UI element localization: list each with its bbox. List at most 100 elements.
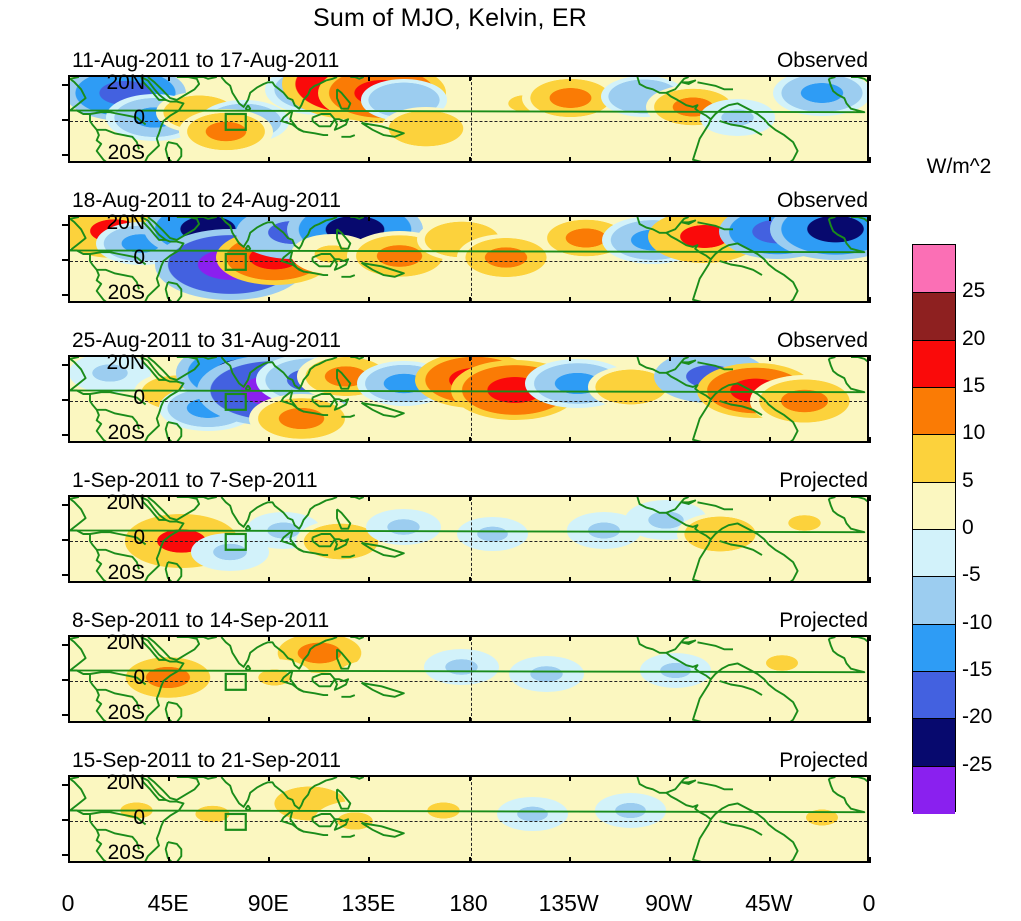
y-axis-tick-mark xyxy=(62,783,70,786)
x-axis-tick-mark xyxy=(68,717,70,723)
x-axis-tick-mark xyxy=(268,577,271,583)
reference-box xyxy=(224,252,247,271)
map-plot-area[interactable] xyxy=(68,635,869,723)
colorbar[interactable] xyxy=(912,244,956,814)
x-axis-tick-mark xyxy=(568,437,571,443)
x-axis-tick-mark xyxy=(368,75,371,81)
y-axis-tick-mark xyxy=(62,539,70,541)
colorbar-tick-label: 0 xyxy=(962,516,974,539)
y-axis-tick-mark xyxy=(62,854,70,857)
x-axis-tick-mark xyxy=(568,717,571,723)
x-axis-tick-mark xyxy=(768,577,771,583)
colorbar-tick-label: 5 xyxy=(962,468,974,492)
x-axis-tick-mark xyxy=(168,75,171,81)
map-panel: 18-Aug-2011 to 24-Aug-2011 Observed xyxy=(0,189,900,303)
x-axis-tick-mark xyxy=(869,495,871,501)
map-plot-area[interactable] xyxy=(68,775,869,863)
x-axis-tick-mark xyxy=(668,75,671,81)
x-axis-tick-mark xyxy=(869,297,871,303)
x-axis-tick-label: 90E xyxy=(247,890,289,916)
y-axis-tick-label: 0 xyxy=(133,106,145,129)
map-plot-area[interactable] xyxy=(68,215,869,303)
x-axis-tick-mark xyxy=(869,635,871,641)
dateline-marker xyxy=(470,217,472,301)
colorbar-tick-label: -5 xyxy=(962,563,981,587)
x-axis-tick-mark xyxy=(68,75,70,81)
colorbar-tick-label: 10 xyxy=(962,421,986,445)
x-axis-tick-mark xyxy=(68,297,70,303)
x-axis-tick-mark xyxy=(668,157,671,163)
colorbar-band[interactable] xyxy=(913,434,955,483)
panel-status-label: Observed xyxy=(776,49,868,72)
x-axis-tick-mark xyxy=(869,717,871,723)
x-axis-tick-mark xyxy=(68,577,70,583)
x-axis-tick-mark xyxy=(268,717,271,723)
y-axis-tick-mark xyxy=(62,503,70,506)
x-axis-tick-mark xyxy=(768,857,771,863)
panel-status-label: Observed xyxy=(776,189,868,212)
colorbar-band[interactable] xyxy=(913,245,955,293)
anomaly-blob xyxy=(366,508,442,545)
x-axis-tick-mark xyxy=(368,297,371,303)
x-axis-tick-mark xyxy=(468,577,471,583)
colorbar-band[interactable] xyxy=(913,623,955,672)
x-axis-tick-mark xyxy=(368,157,371,163)
y-axis-tick-mark xyxy=(62,119,70,121)
x-axis-tick-mark xyxy=(668,717,671,723)
x-axis-tick-mark xyxy=(368,215,371,221)
y-axis-tick-mark xyxy=(62,223,70,226)
colorbar-band[interactable] xyxy=(913,387,955,436)
map-plot-area[interactable] xyxy=(68,355,869,443)
colorbar-band[interactable] xyxy=(913,718,955,767)
anomaly-blob xyxy=(497,796,569,832)
map-panel: 11-Aug-2011 to 17-Aug-2011 Observed xyxy=(0,49,900,163)
colorbar-band[interactable] xyxy=(913,671,955,720)
x-axis-tick-mark xyxy=(168,297,171,303)
equator-line xyxy=(70,261,867,262)
y-axis-tick-label: 20S xyxy=(107,281,145,305)
x-axis-tick-mark xyxy=(468,215,471,221)
x-axis-tick-mark xyxy=(568,215,571,221)
x-axis-tick-mark xyxy=(368,717,371,723)
x-axis-tick-mark xyxy=(869,75,871,81)
x-axis-tick-mark xyxy=(768,297,771,303)
colorbar-band[interactable] xyxy=(913,765,955,814)
x-axis-tick-mark xyxy=(168,857,171,863)
y-axis-tick-label: 20N xyxy=(106,770,145,794)
colorbar-band[interactable] xyxy=(913,529,955,578)
colorbar-band[interactable] xyxy=(913,481,955,530)
y-axis-tick-mark xyxy=(62,294,70,297)
x-axis-tick-mark xyxy=(68,215,70,221)
x-axis-tick-mark xyxy=(68,355,70,361)
x-axis-tick-mark xyxy=(768,495,771,501)
reference-box xyxy=(224,532,247,551)
x-axis-tick-label: 135E xyxy=(341,890,396,916)
map-plot-area[interactable] xyxy=(68,75,869,163)
anomaly-blob xyxy=(424,648,499,685)
map-field xyxy=(70,217,867,301)
x-axis-tick-mark xyxy=(568,635,571,641)
y-axis-tick-label: 20S xyxy=(107,421,145,445)
coastline-overlay xyxy=(70,77,867,161)
colorbar-band[interactable] xyxy=(913,292,955,341)
x-axis-tick-mark xyxy=(168,437,171,443)
x-axis-tick-mark xyxy=(869,355,871,361)
coastline-overlay xyxy=(70,777,867,861)
x-axis-tick-mark xyxy=(668,437,671,443)
equator-line xyxy=(70,541,867,542)
colorbar-band[interactable] xyxy=(913,576,955,625)
x-axis-tick-mark xyxy=(268,355,271,361)
x-axis-tick-mark xyxy=(368,577,371,583)
reference-box xyxy=(224,392,247,411)
x-axis-tick-mark xyxy=(468,297,471,303)
x-axis-tick-mark xyxy=(368,355,371,361)
x-axis-tick-mark xyxy=(768,635,771,641)
y-axis-tick-label: 0 xyxy=(133,666,145,689)
y-axis-tick-mark xyxy=(62,434,70,437)
map-plot-area[interactable] xyxy=(68,495,869,583)
x-axis-tick-mark xyxy=(768,437,771,443)
colorbar-band[interactable] xyxy=(913,339,955,388)
x-axis-tick-mark xyxy=(869,577,871,583)
coastline-overlay xyxy=(70,217,867,301)
x-axis-tick-mark xyxy=(869,857,871,863)
